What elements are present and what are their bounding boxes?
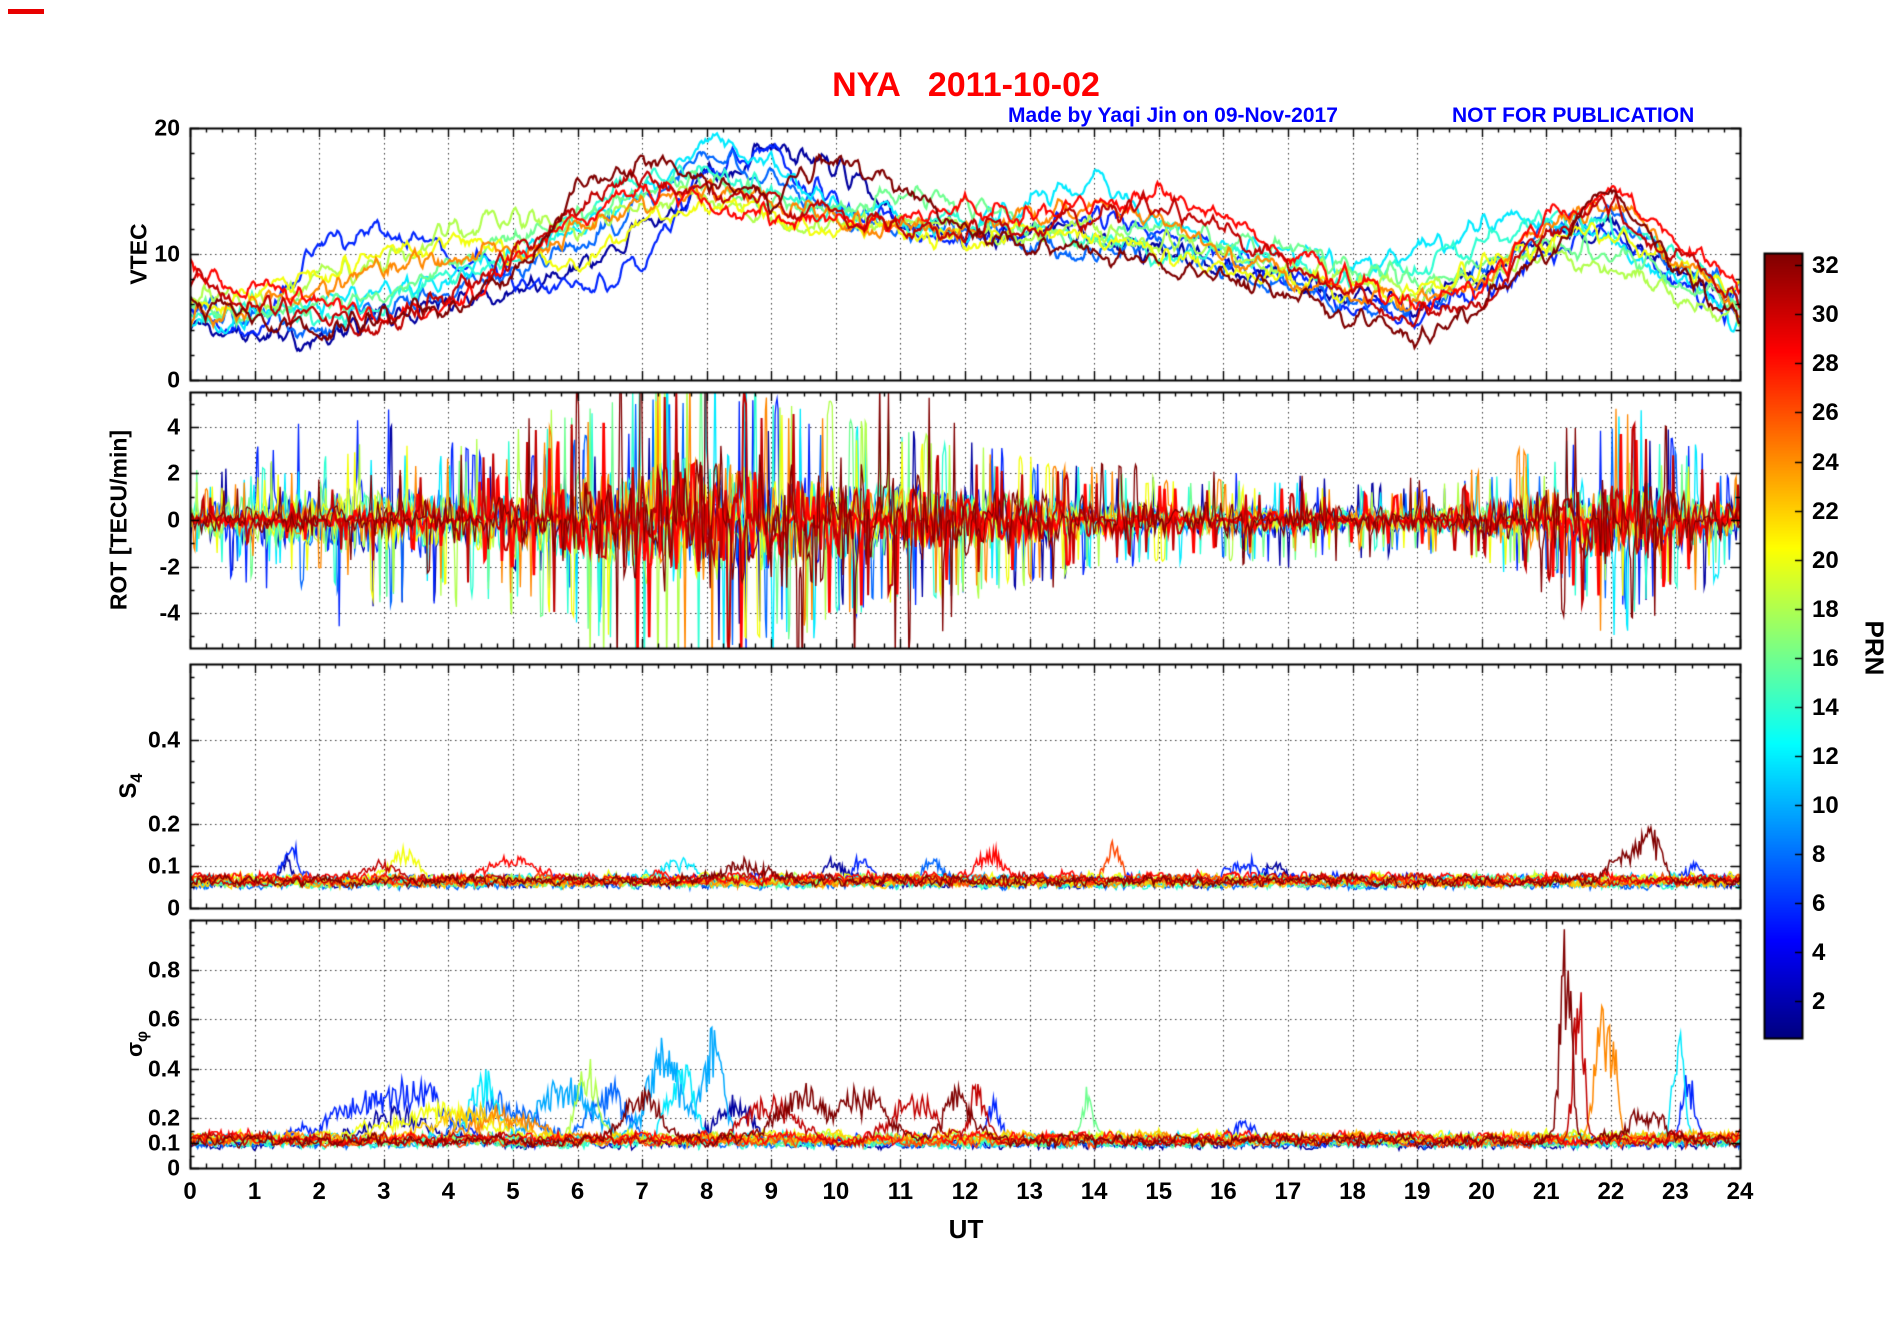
publication-notice: NOT FOR PUBLICATION	[1452, 104, 1695, 127]
plot-title: NYA 2011-10-02	[832, 66, 1100, 104]
s4-label-main: S	[115, 782, 143, 799]
colorbar-label: PRN	[1859, 620, 1890, 676]
sigma-label-sub: φ	[134, 1030, 152, 1042]
sigma-label-main: σ	[121, 1041, 147, 1058]
vtec-axis-label: VTEC	[125, 223, 152, 285]
s4-axis-label: S4	[115, 773, 147, 798]
sigma-phi-axis-label: σφ	[122, 1031, 152, 1057]
x-axis-label: UT	[948, 1214, 984, 1244]
rot-axis-label: ROT [TECU/min]	[105, 429, 132, 611]
s4-label-sub: 4	[126, 773, 146, 783]
credit-note: Made by Yaqi Jin on 09-Nov-2017	[1008, 104, 1338, 127]
